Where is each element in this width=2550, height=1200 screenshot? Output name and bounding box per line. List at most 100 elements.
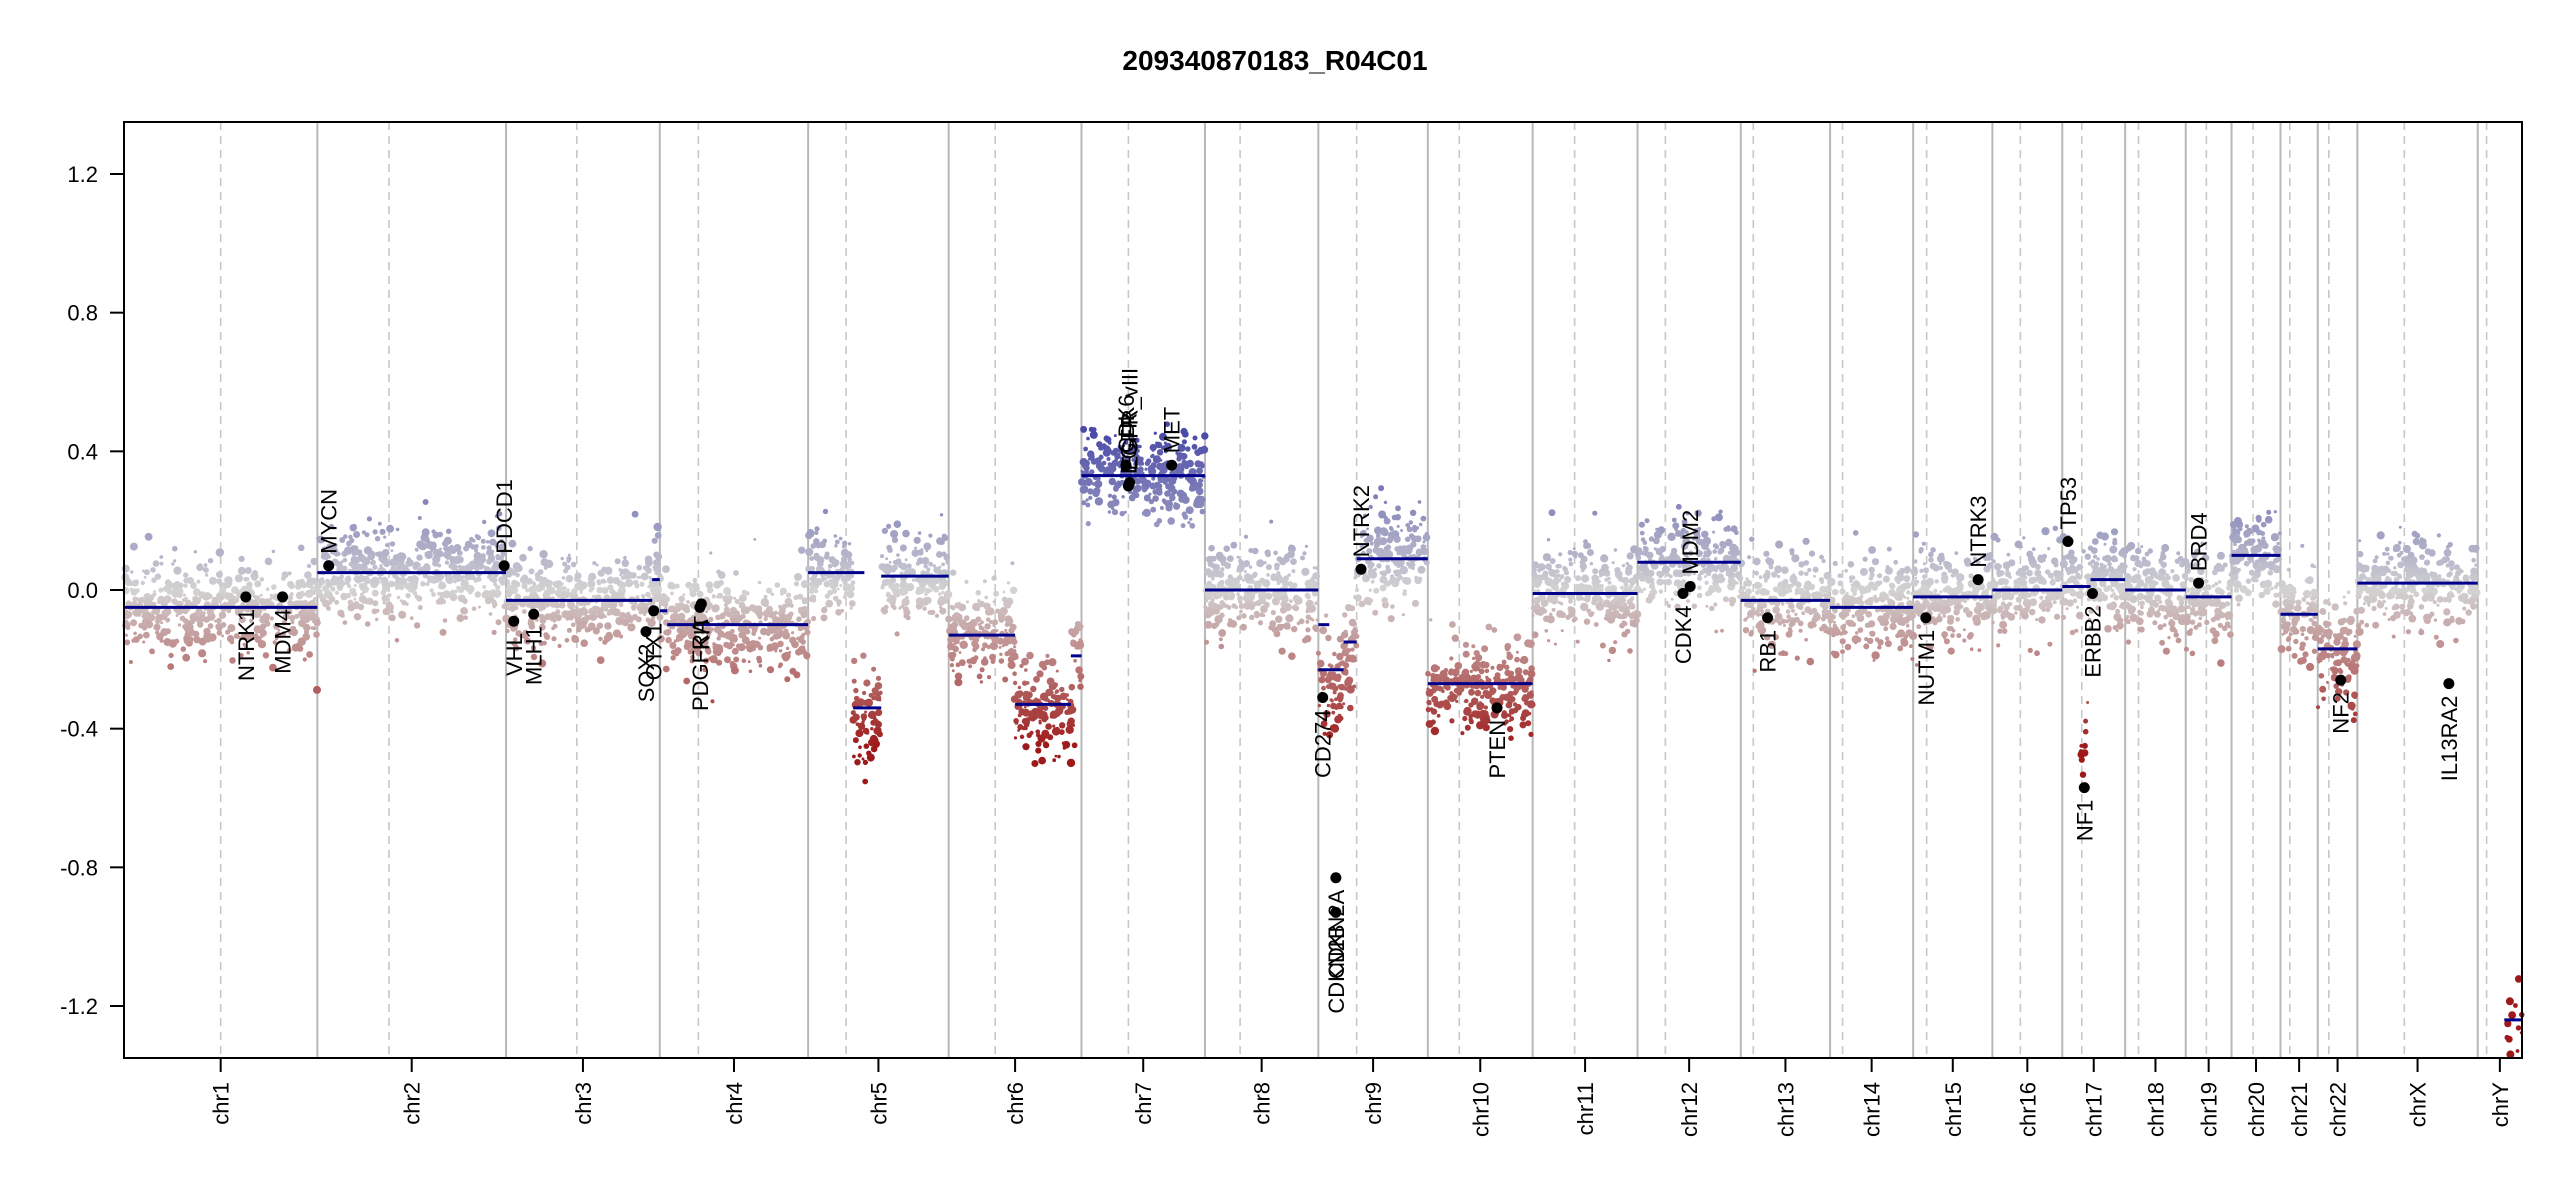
probe-point — [1639, 530, 1645, 536]
probe-point — [353, 531, 361, 538]
probe-point — [786, 604, 790, 608]
probe-point — [1236, 564, 1245, 573]
probe-point — [354, 576, 363, 584]
probe-point — [1620, 585, 1624, 590]
probe-point — [1078, 638, 1083, 643]
probe-point — [450, 563, 458, 571]
probe-point — [724, 656, 731, 664]
probe-point — [936, 537, 944, 545]
probe-point — [690, 647, 694, 651]
probe-point — [1075, 666, 1083, 674]
probe-point — [1396, 577, 1400, 581]
probe-point — [1923, 567, 1929, 574]
probe-point — [1340, 642, 1348, 650]
probe-point — [1368, 570, 1378, 579]
probe-point — [1395, 505, 1401, 512]
probe-point — [1189, 517, 1193, 521]
probe-point — [591, 605, 600, 614]
probe-point — [674, 583, 680, 589]
probe-point — [137, 599, 143, 605]
probe-point — [1719, 540, 1726, 548]
probe-point — [987, 675, 991, 680]
probe-point — [398, 610, 407, 619]
probe-point — [1031, 760, 1039, 767]
probe-point — [956, 640, 960, 644]
probe-point — [444, 560, 450, 565]
probe-point — [364, 579, 370, 585]
probe-point — [430, 575, 438, 584]
probe-point — [778, 649, 783, 653]
probe-point — [494, 514, 499, 518]
probe-point — [1185, 446, 1191, 452]
probe-point — [252, 570, 258, 576]
probe-point — [1782, 624, 1786, 627]
probe-point — [198, 649, 207, 658]
probe-point — [523, 637, 531, 645]
probe-point — [662, 565, 670, 573]
probe-point — [1854, 641, 1857, 645]
probe-point — [1655, 547, 1664, 556]
probe-point — [353, 597, 357, 601]
probe-point — [550, 601, 557, 608]
probe-point — [145, 620, 154, 629]
probe-point — [1106, 457, 1111, 461]
probe-point — [640, 572, 649, 581]
probe-point — [951, 669, 955, 673]
probe-point — [1248, 565, 1253, 569]
probe-point — [1781, 566, 1789, 574]
probe-point — [443, 550, 452, 559]
probe-point — [204, 573, 209, 577]
probe-point — [1512, 690, 1518, 696]
probe-point — [149, 595, 154, 601]
probe-point — [597, 569, 605, 577]
probe-point — [1305, 599, 1314, 609]
probe-point — [1068, 683, 1076, 691]
probe-point — [374, 536, 381, 542]
probe-point — [1463, 707, 1472, 716]
probe-point — [172, 582, 179, 588]
probe-point — [300, 581, 308, 589]
probe-point — [1349, 605, 1356, 612]
probe-point — [1534, 609, 1541, 616]
probe-point — [1304, 637, 1308, 641]
probe-point — [1854, 631, 1859, 635]
probe-point — [491, 599, 497, 605]
probe-point — [1182, 511, 1187, 516]
probe-point — [1544, 577, 1553, 586]
probe-point — [1479, 661, 1487, 669]
probe-point — [358, 595, 367, 603]
probe-point — [950, 651, 957, 659]
probe-point — [1749, 630, 1754, 635]
probe-point — [831, 588, 838, 594]
probe-point — [747, 660, 751, 664]
probe-point — [481, 545, 486, 550]
probe-point — [342, 557, 348, 563]
probe-point — [785, 646, 790, 651]
probe-point — [580, 639, 588, 647]
probe-point — [1730, 525, 1738, 533]
probe-point — [143, 631, 150, 639]
probe-point — [1941, 578, 1947, 584]
probe-point — [1271, 626, 1279, 633]
probe-point — [354, 592, 357, 596]
probe-point — [417, 605, 423, 610]
probe-point — [1464, 724, 1471, 731]
probe-point — [1529, 690, 1534, 694]
probe-point — [885, 557, 889, 561]
probe-point — [1946, 598, 1955, 607]
probe-point — [981, 647, 985, 652]
probe-point — [163, 638, 172, 646]
probe-point — [246, 651, 250, 655]
probe-point — [229, 657, 236, 664]
probe-point — [1479, 678, 1483, 682]
probe-point — [1868, 576, 1874, 581]
probe-point — [913, 536, 921, 544]
probe-point — [705, 610, 708, 614]
probe-point — [381, 580, 390, 589]
probe-point — [1150, 506, 1157, 513]
probe-point — [1548, 509, 1556, 517]
probe-point — [1396, 524, 1400, 528]
probe-point — [1269, 620, 1277, 628]
probe-point — [801, 632, 806, 637]
